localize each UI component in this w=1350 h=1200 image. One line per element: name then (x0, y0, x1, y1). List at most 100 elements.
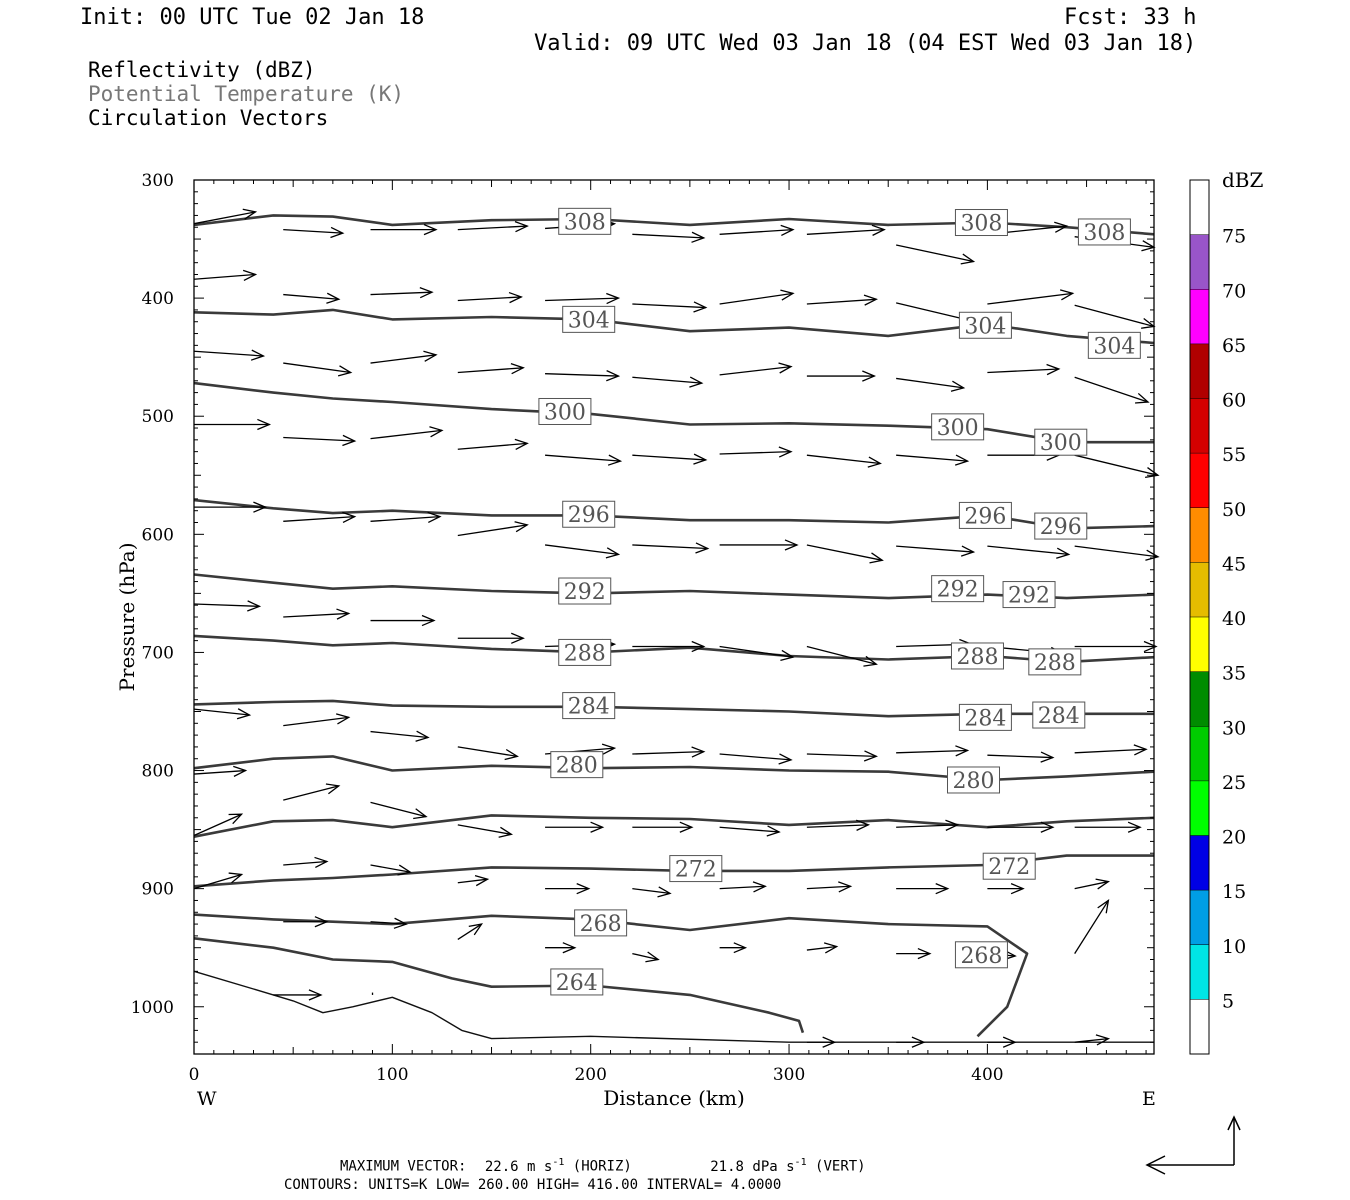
circulation-vector (457, 874, 490, 887)
theta-contours (193, 214, 1155, 1043)
circulation-vector (806, 942, 839, 954)
contour-label: 272 (982, 852, 1036, 880)
circulation-vector (719, 645, 795, 662)
y-tick-label: 1000 (131, 998, 174, 1018)
circulation-vector (719, 224, 795, 236)
circulation-vector (1074, 899, 1110, 954)
vector-scale-key (1145, 1115, 1241, 1175)
circulation-vector (370, 864, 412, 876)
colorbar-segment (1190, 507, 1209, 563)
circulation-vector (806, 881, 853, 893)
circulation-vector (987, 883, 1025, 895)
forecast-hour: Fcst: 33 h (1064, 5, 1197, 30)
colorbar-level: 15 (1222, 881, 1246, 903)
contour-label: 288 (558, 638, 612, 666)
circulation-vector (283, 434, 357, 447)
theta-contour-280 (193, 755, 1155, 782)
x-tick-label: 200 (574, 1065, 606, 1085)
circulation-vector (719, 539, 799, 551)
circulation-vector (283, 608, 351, 620)
circulation-vector (545, 370, 621, 382)
circulation-vector (719, 362, 793, 376)
colorbar-segment (1190, 453, 1209, 508)
circulation-vector (987, 289, 1075, 305)
contour-label: 264 (550, 968, 604, 996)
colorbar-unit: dBZ (1222, 168, 1264, 192)
colorbar-segment (1190, 890, 1209, 945)
contour-label-text: 284 (964, 706, 1006, 731)
theta-contour-264 (193, 937, 805, 1034)
colorbar-level: 35 (1222, 663, 1246, 685)
circulation-vector (370, 511, 442, 524)
colorbar-segment (1190, 617, 1209, 672)
contour-label-text: 272 (988, 855, 1030, 880)
circulation-vector (544, 544, 621, 559)
colorbar-segment (1190, 289, 1209, 344)
circulation-vector (545, 292, 621, 305)
circulation-vector (719, 942, 748, 954)
x-axis-title: Distance (km) (603, 1086, 745, 1110)
circulation-vector (632, 376, 704, 388)
y-tick-label: 500 (142, 407, 174, 427)
circulation-vector (283, 856, 329, 869)
circulation-vector (457, 521, 529, 537)
circulation-vector (632, 821, 694, 833)
circulation-vector (193, 708, 252, 720)
theta-contour-292 (193, 573, 1155, 600)
circulation-vector (632, 640, 706, 653)
circulation-vector (987, 363, 1061, 376)
circulation-vector (632, 453, 708, 465)
y-tick-label: 300 (142, 171, 174, 191)
circulation-vector (457, 923, 484, 940)
circulation-vector (194, 418, 272, 431)
circulation-vector (896, 819, 960, 831)
circulation-vector (896, 947, 932, 960)
contour-label-text: 292 (937, 578, 979, 603)
circulation-vector (1074, 376, 1150, 404)
circulation-vector (370, 614, 436, 627)
contour-label-text: 300 (1040, 431, 1082, 456)
colorbar-segment (1190, 398, 1209, 454)
circulation-vector (806, 1036, 837, 1048)
circulation-vector (283, 362, 353, 377)
circulation-vector (806, 224, 886, 236)
contour-label-text: 284 (568, 695, 610, 720)
contour-label: 296 (958, 501, 1012, 529)
circulation-vector (896, 545, 976, 557)
contour-label-text: 296 (568, 503, 610, 528)
contour-label-text: 296 (964, 504, 1006, 529)
circulation-vector (987, 545, 1071, 559)
field-circulation-vectors: Circulation Vectors (88, 106, 329, 130)
colorbar-segment (1190, 999, 1209, 1054)
circulation-vector (987, 751, 1055, 763)
circulation-vector (719, 881, 767, 893)
contour-labels: 308 308 308 304 304 304 300 300 300 296 296 296 292 2… (538, 207, 1141, 996)
circulation-vector (283, 713, 351, 727)
colorbar-level: 50 (1222, 499, 1246, 521)
colorbar-segment (1190, 562, 1209, 617)
contour-label-text: 304 (568, 308, 610, 333)
contour-label-text: 308 (960, 212, 1002, 237)
x-tick-label: 400 (971, 1065, 1003, 1085)
contour-label-text: 280 (953, 769, 995, 794)
colorbar-level: 25 (1222, 772, 1246, 794)
circulation-vector (719, 446, 793, 458)
colorbar-segment (1190, 726, 1209, 781)
circulation-vector (193, 765, 248, 777)
contour-label: 272 (669, 855, 723, 883)
contour-label: 288 (950, 642, 1004, 670)
colorbar-segment (1190, 234, 1209, 290)
contour-label: 296 (1034, 512, 1088, 540)
circulation-vector (193, 208, 258, 225)
contour-label: 292 (1002, 581, 1056, 609)
circulation-vector (806, 750, 878, 762)
theta-contour-300 (193, 381, 1154, 444)
contour-label-text: 304 (1093, 334, 1135, 359)
contour-label-text: 268 (580, 912, 622, 937)
axis-labels: 0 100 200 300 400 300 400 500 600 700 800 900 1000 (131, 171, 1004, 1085)
field-potential-temperature: Potential Temperature (K) (88, 82, 405, 106)
max-vert-value: 21.8 dPa s (710, 1158, 795, 1175)
contour-label: 292 (558, 577, 612, 605)
contour-label: 300 (1034, 428, 1088, 456)
